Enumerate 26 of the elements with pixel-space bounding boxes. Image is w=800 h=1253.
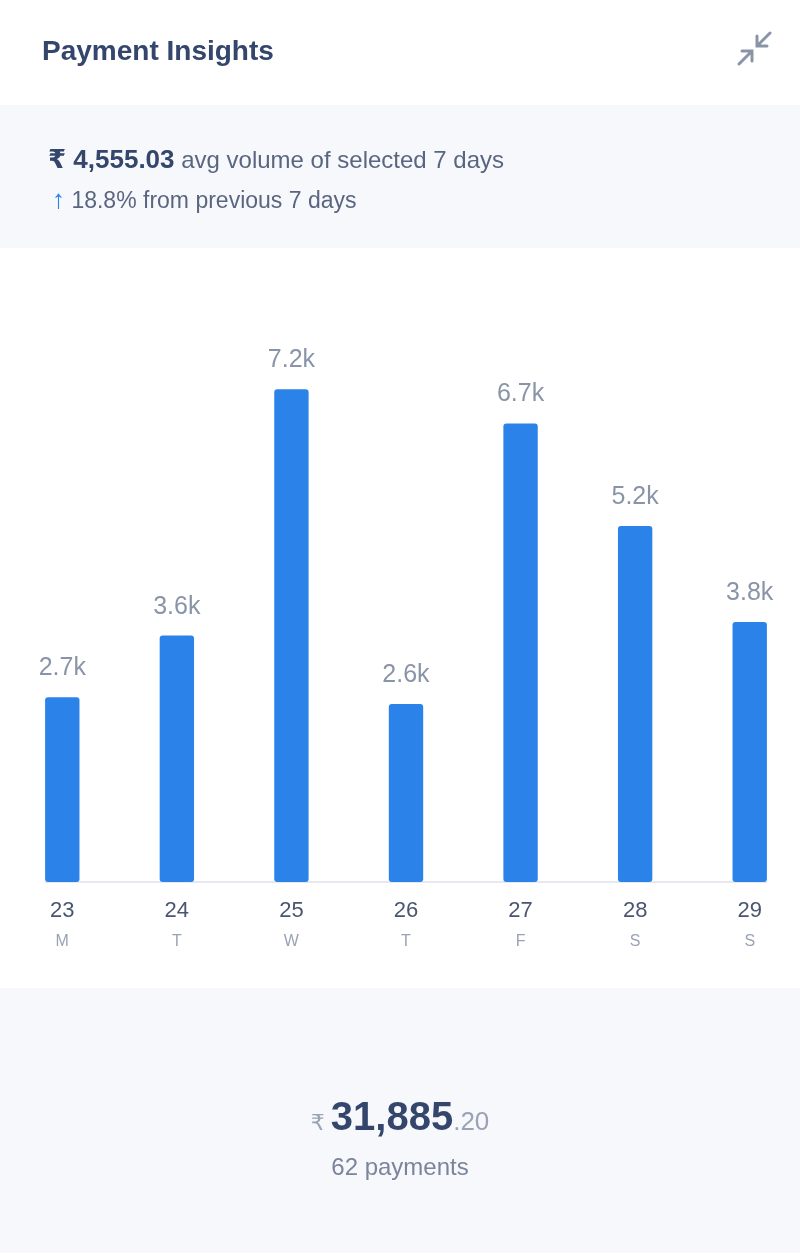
bar xyxy=(159,635,195,882)
bar xyxy=(45,697,80,882)
x-tick-label: 25 W xyxy=(279,897,304,949)
chart-title: Payment Insights xyxy=(42,35,274,66)
data-label: 2.7k xyxy=(38,652,87,681)
data-label: 7.2k xyxy=(267,344,316,373)
text: 62 payments xyxy=(331,1153,469,1180)
bar xyxy=(388,704,424,882)
x-tick-label: 28 S xyxy=(622,897,648,949)
bar xyxy=(503,423,538,882)
data-label: 2.6k xyxy=(382,659,431,688)
x-tick-label: 24 T xyxy=(164,897,190,949)
x-tick-label: 23 M xyxy=(50,897,75,949)
text: ₹31,885.20 xyxy=(310,1094,490,1138)
bar xyxy=(274,389,309,882)
chart-subtitle: ₹ 4,555.03 avg volume of selected 7 days xyxy=(48,144,505,174)
x-tick-label: 27 F xyxy=(508,897,533,949)
bar xyxy=(617,526,653,882)
data-label: 5.2k xyxy=(611,481,660,510)
x-tick-label: 29 S xyxy=(737,897,762,949)
data-label: 6.7k xyxy=(496,378,545,407)
bar xyxy=(732,621,767,882)
data-label: 3.6k xyxy=(153,590,201,619)
x-tick-label: 26 T xyxy=(393,897,419,949)
text: ↑ 18.8% from previous 7 days xyxy=(52,184,357,214)
data-label: 3.8k xyxy=(726,576,774,605)
